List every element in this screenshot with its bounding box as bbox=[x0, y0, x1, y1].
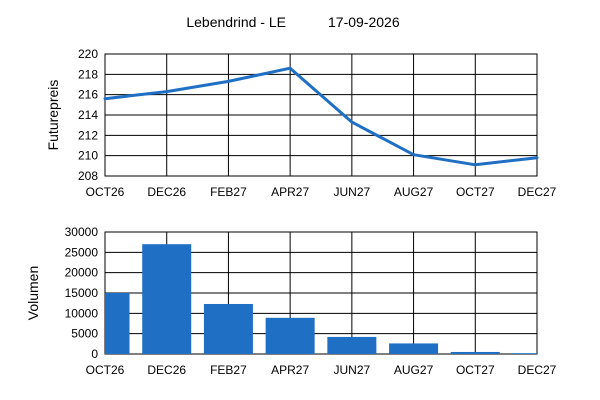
chart-title: Lebendrind - LE bbox=[186, 14, 286, 30]
bar-chart-x-tick-label: AUG27 bbox=[394, 363, 434, 377]
line-chart-plot-frame bbox=[104, 53, 538, 177]
line-chart-y-tick-label: 220 bbox=[78, 47, 98, 61]
line-chart-y-tick-label: 208 bbox=[78, 169, 98, 183]
bar-chart-x-tick-label: DEC27 bbox=[518, 363, 557, 377]
bar-chart-y-tick-label: 0 bbox=[91, 347, 98, 361]
bar-chart-bar bbox=[512, 353, 537, 354]
bar-chart-x-tick-label: DEC26 bbox=[147, 363, 186, 377]
line-chart-x-tick-label: OCT26 bbox=[86, 185, 125, 199]
bar-chart-y-tick-label: 20000 bbox=[65, 266, 99, 280]
line-chart-x-tick-label: OCT27 bbox=[456, 185, 495, 199]
bar-chart-y-axis-title: Volumen bbox=[25, 266, 41, 320]
line-chart-y-tick-label: 212 bbox=[78, 128, 98, 142]
line-chart-y-tick-label: 218 bbox=[78, 67, 98, 81]
bar-chart-x-tick-label: JUN27 bbox=[334, 363, 371, 377]
bar-chart-y-tick-label: 10000 bbox=[65, 306, 99, 320]
line-chart-x-tick-label: DEC27 bbox=[518, 185, 557, 199]
bar-chart-x-tick-label: FEB27 bbox=[210, 363, 247, 377]
bar-chart-y-tick-label: 30000 bbox=[65, 225, 99, 239]
line-chart-y-tick-label: 216 bbox=[78, 88, 98, 102]
bar-chart-x-tick-label: OCT26 bbox=[86, 363, 125, 377]
bar-chart-bar bbox=[265, 317, 315, 354]
line-chart-y-tick-label: 214 bbox=[78, 108, 98, 122]
line-chart-x-tick-label: DEC26 bbox=[147, 185, 186, 199]
bar-chart-bar bbox=[142, 244, 192, 354]
bar-chart-bar bbox=[389, 343, 439, 354]
line-chart-y-tick-label: 210 bbox=[78, 149, 98, 163]
bar-chart-bar bbox=[327, 336, 377, 354]
bar-chart-y-tick-label: 5000 bbox=[71, 327, 98, 341]
bar-chart-bar bbox=[450, 351, 500, 354]
line-chart-y-axis-title: Futurepreis bbox=[45, 80, 61, 151]
line-chart-x-tick-label: JUN27 bbox=[334, 185, 371, 199]
chart-date: 17-09-2026 bbox=[328, 14, 400, 30]
line-chart-series-line bbox=[103, 66, 539, 167]
bar-chart-x-tick-label: APR27 bbox=[271, 363, 309, 377]
line-chart-x-tick-label: FEB27 bbox=[210, 185, 247, 199]
bar-chart-bar bbox=[105, 293, 130, 354]
bar-chart-volumen: Volumen 0 5000 10000 15000 20000 25000 30000 OC… bbox=[25, 225, 557, 377]
bar-chart-x-tick-label: OCT27 bbox=[456, 363, 495, 377]
bar-chart-y-tick-label: 25000 bbox=[65, 245, 99, 259]
bar-chart-bar bbox=[203, 303, 253, 354]
line-chart-futurepreis: Futurepreis 208 210 212 214 216 218 220 OCT26 DE… bbox=[45, 47, 557, 199]
line-chart-x-tick-label: APR27 bbox=[271, 185, 309, 199]
line-chart-x-tick-label: AUG27 bbox=[394, 185, 434, 199]
bar-chart-y-tick-label: 15000 bbox=[65, 286, 99, 300]
